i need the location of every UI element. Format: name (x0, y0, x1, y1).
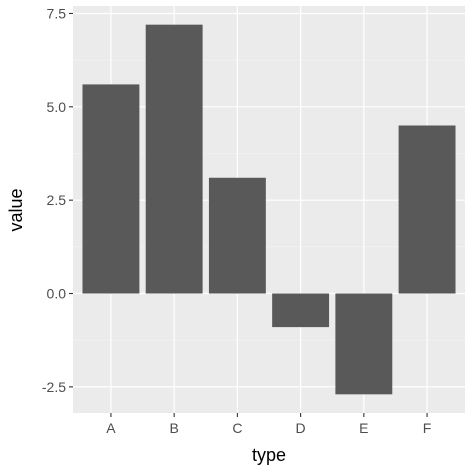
x-tick-label: A (106, 420, 116, 436)
bar-A (82, 84, 140, 294)
y-tick-label: 2.5 (47, 192, 67, 208)
x-tick-label: E (359, 420, 368, 436)
bar-E (335, 293, 393, 395)
y-axis-title: value (6, 188, 26, 231)
x-tick-label: C (232, 420, 242, 436)
x-axis-title: type (252, 445, 286, 465)
bar-F (398, 125, 456, 294)
y-tick-label: 7.5 (47, 5, 67, 21)
y-tick-label: 0.0 (47, 286, 67, 302)
y-tick-label: 5.0 (47, 99, 67, 115)
y-axis: -2.5 0.0 2.5 5.0 7.5 (42, 5, 73, 395)
x-tick-label: B (169, 420, 178, 436)
y-tick-label: -2.5 (42, 379, 66, 395)
x-tick-label: F (423, 420, 432, 436)
bar-C (208, 177, 266, 294)
bars (82, 24, 456, 395)
bar-B (145, 24, 203, 294)
x-tick-label: D (296, 420, 306, 436)
x-axis: A B C D E F (106, 413, 431, 436)
bar-D (272, 293, 330, 328)
